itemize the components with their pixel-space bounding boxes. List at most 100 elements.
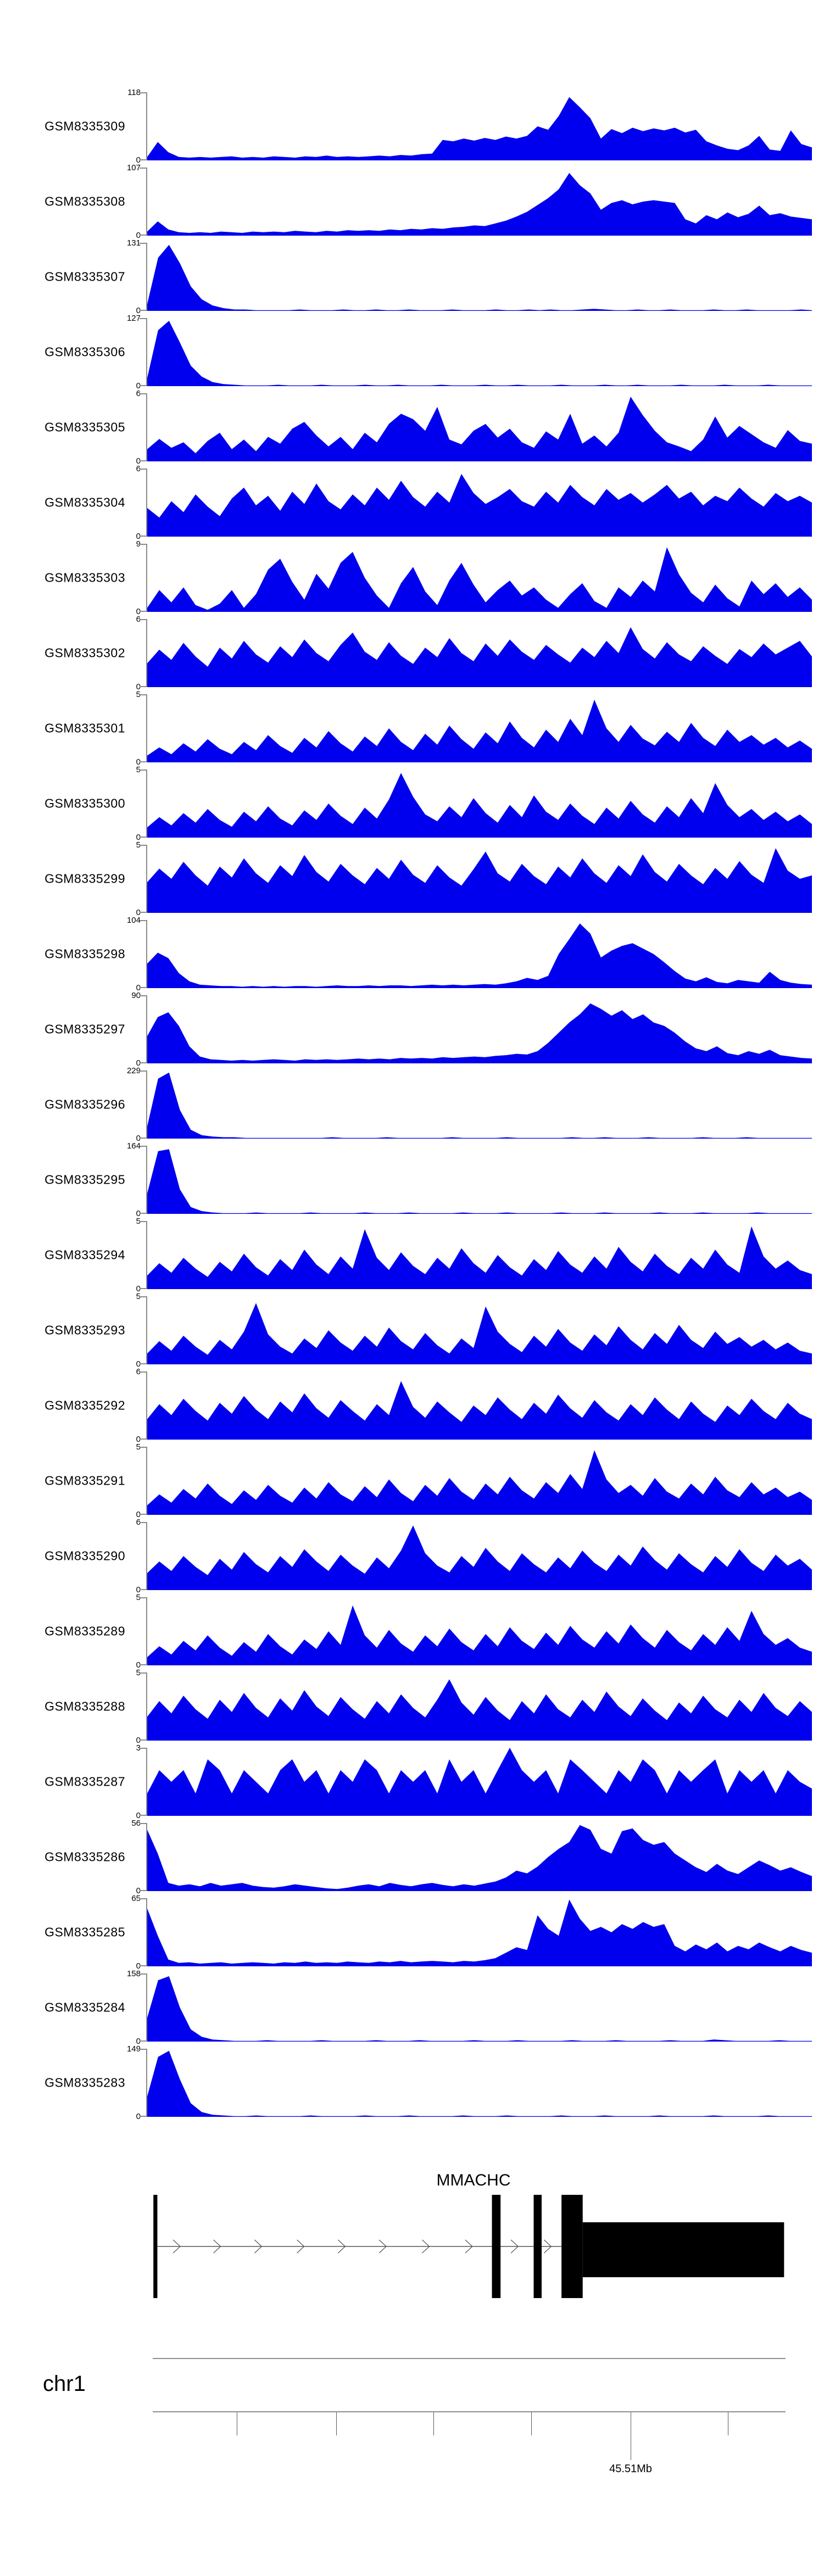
strand-direction-arrow-icon [510,2239,519,2254]
coverage-track: GSM8335303 9 0 [0,539,824,616]
y-axis-top-tick [140,845,147,846]
coverage-area-plot [147,1605,812,1665]
track-sample-label: GSM8335294 [44,1247,125,1262]
coverage-track: GSM8335300 5 0 [0,765,824,842]
y-axis-max-label: 229 [126,1066,141,1075]
coverage-area-plot [147,473,812,537]
coverage-area-plot [147,1748,812,1816]
y-axis-bottom-tick [140,912,147,913]
coverage-polygon [147,923,812,988]
y-axis-bottom-tick [140,460,147,461]
y-axis-bottom-tick [140,1213,147,1214]
coverage-polygon [147,1825,812,1891]
y-axis-max-label: 118 [127,88,141,97]
y-axis-bottom-tick [140,1965,147,1966]
exon-block [533,2195,542,2298]
y-axis-line [146,393,147,461]
track-sample-label: GSM8335296 [44,1097,125,1112]
coverage-area-plot [147,1450,812,1515]
y-axis-bottom-tick [140,235,147,236]
y-axis-line [146,1597,147,1665]
strand-direction-arrow-icon [378,2239,387,2254]
coverage-area-plot [147,1525,812,1590]
y-axis-max-label: 65 [131,1894,141,1903]
y-axis-top-tick [140,770,147,771]
y-axis-bottom-tick [140,1288,147,1289]
y-axis-top-tick [140,1221,147,1222]
coverage-area-plot [147,1072,812,1139]
coverage-area-plot [147,244,812,311]
y-axis-line [146,2049,147,2117]
coverage-track: GSM8335286 56 0 [0,1819,824,1895]
y-axis-top-tick [140,995,147,996]
y-axis-line [146,1146,147,1214]
track-sample-label: GSM8335291 [44,1473,125,1488]
coverage-polygon [147,172,812,236]
y-axis-max-label: 164 [126,1141,141,1151]
coverage-track: GSM8335309 118 0 [0,88,824,165]
y-axis-zero-label: 0 [136,1209,141,1218]
y-axis-max-label: 5 [136,1593,141,1602]
coverage-polygon [147,1525,812,1590]
strand-direction-arrow-icon [213,2239,221,2254]
y-axis-bottom-tick [140,611,147,612]
y-axis-top-tick [140,1748,147,1749]
y-axis-zero-label: 0 [136,381,141,391]
track-sample-label: GSM8335305 [44,420,125,434]
strand-direction-arrow-icon [337,2239,346,2254]
coverage-polygon [147,1381,812,1440]
coverage-polygon [147,321,812,386]
y-axis-zero-label: 0 [136,1585,141,1594]
genome-axis-line [153,2411,786,2412]
y-axis-bottom-tick [140,536,147,537]
y-axis-zero-label: 0 [136,1886,141,1895]
y-axis-top-tick [140,1371,147,1373]
y-axis-line [146,845,147,913]
genome-axis-tick [336,2412,337,2435]
coverage-polygon [147,1149,812,1214]
coverage-polygon [147,1003,812,1063]
y-axis-zero-label: 0 [136,2112,141,2121]
y-axis-zero-label: 0 [136,983,141,993]
track-sample-label: GSM8335292 [44,1398,125,1413]
y-axis-bottom-tick [140,1739,147,1741]
y-axis-zero-label: 0 [136,1510,141,1519]
y-axis-line [146,243,147,311]
strand-direction-arrow-icon [422,2239,430,2254]
y-axis-bottom-tick [140,686,147,687]
coverage-area-plot [147,1825,812,1891]
coverage-track: GSM8335292 6 0 [0,1367,824,1444]
utr-block [582,2222,784,2277]
y-axis-bottom-tick [140,761,147,762]
coverage-track: GSM8335285 65 0 [0,1894,824,1971]
coverage-area-plot [147,923,812,988]
coverage-area-plot [147,699,812,762]
y-axis-zero-label: 0 [136,1811,141,1820]
coverage-area-plot [147,1976,812,2042]
y-axis-line [146,1898,147,1966]
y-axis-max-label: 131 [126,238,141,248]
y-axis-zero-label: 0 [136,908,141,917]
y-axis-top-tick [140,1296,147,1297]
coverage-area-plot [147,2050,812,2117]
y-axis-bottom-tick [140,2040,147,2042]
coverage-track: GSM8335296 229 0 [0,1066,824,1143]
coverage-polygon [147,699,812,762]
coverage-track: GSM8335298 104 0 [0,916,824,993]
y-axis-line [146,995,147,1063]
coverage-polygon [147,1450,812,1515]
y-axis-line [146,469,147,537]
coverage-polygon [147,1899,812,1966]
y-axis-top-tick [140,1898,147,1899]
coverage-polygon [147,1748,812,1816]
y-axis-zero-label: 0 [136,607,141,616]
gene-model-track [153,2195,784,2298]
y-axis-line [146,1447,147,1515]
coverage-polygon [147,627,812,687]
y-axis-bottom-tick [140,310,147,311]
coverage-polygon [147,97,812,160]
coverage-track: GSM8335302 6 0 [0,615,824,692]
coverage-polygon [147,547,812,612]
coverage-area-plot [147,1899,812,1966]
coverage-polygon [147,1976,812,2042]
